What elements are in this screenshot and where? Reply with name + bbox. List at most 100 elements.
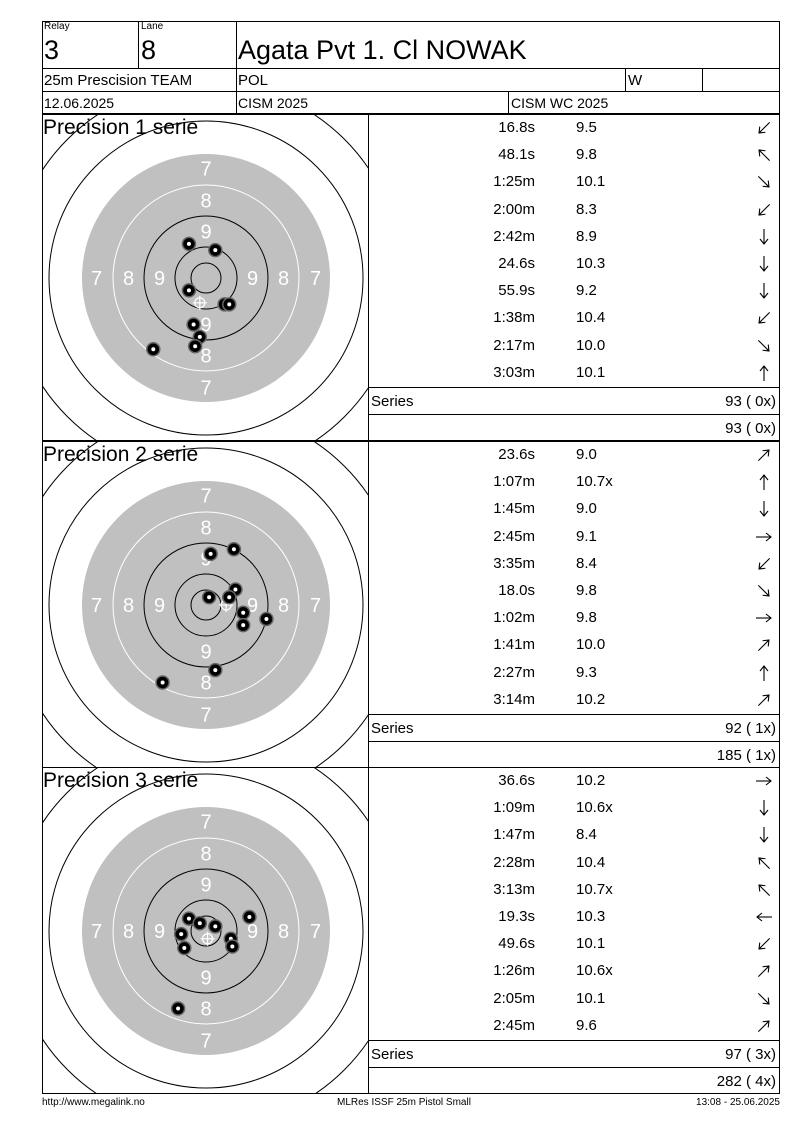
shot-time: 2:28m — [493, 853, 535, 871]
shot-hit — [187, 338, 203, 354]
ring-number: 9 — [200, 968, 211, 990]
shot-time: 1:26m — [493, 962, 535, 980]
shot-direction-arrow-icon — [757, 584, 770, 597]
divider — [625, 68, 626, 91]
shot-score: 9.6 — [576, 1016, 597, 1034]
competition-full: CISM WC 2025 — [511, 95, 609, 111]
divider — [42, 91, 780, 92]
target-face: 6666777788889999 — [43, 768, 368, 1093]
shot-time: 18.0s — [498, 582, 535, 599]
shot-row: 1:02m 9.8 — [369, 605, 779, 632]
shot-direction-arrow-icon — [759, 474, 769, 491]
footer-url[interactable]: http://www.megalink.no — [42, 1097, 145, 1108]
shot-time: 2:27m — [493, 663, 535, 681]
shot-score: 10.7x — [576, 473, 613, 491]
shot-direction-arrow-icon — [759, 283, 769, 300]
target-face: 6666777788889999 — [43, 442, 368, 767]
lane-value: 8 — [141, 35, 157, 65]
target-face: 6666777788889999 — [43, 115, 368, 440]
shot-row: 2:00m 8.3 — [369, 197, 779, 224]
shot-direction-arrow-icon — [756, 776, 772, 786]
shot-score: 10.1 — [576, 363, 606, 381]
shot-score: 8.4 — [576, 554, 597, 572]
shot-row: 2:45m 9.1 — [369, 524, 779, 551]
ring-number: 8 — [200, 844, 211, 866]
shot-direction-arrow-icon — [759, 501, 769, 518]
shot-hit — [208, 662, 223, 678]
shot-time: 24.6s — [498, 255, 535, 272]
ring-number: 8 — [123, 921, 134, 943]
cumulative-total-row: 93 ( 0x) — [369, 414, 779, 442]
shot-time: 3:13m — [493, 880, 535, 898]
shot-time: 2:17m — [493, 336, 535, 354]
shot-direction-arrow-icon — [756, 532, 772, 542]
date: 12.06.2025 — [44, 95, 115, 111]
ring-number: 7 — [200, 378, 211, 400]
shots-list: 36.6s 10.2 1:09m 10.6x 1:47m 8.4 2:28m 10.4 3:13… — [368, 767, 780, 1094]
ring-number: 7 — [310, 268, 321, 290]
shot-row: 1:26m 10.6x — [369, 958, 779, 985]
ring-number: 8 — [123, 268, 134, 290]
shot-row: 1:45m 9.0 — [369, 496, 779, 523]
series-total-row: Series 92 ( 1x) — [369, 714, 779, 742]
shot-direction-arrow-icon — [758, 557, 771, 570]
shot-score: 9.3 — [576, 663, 597, 681]
shot-row: 16.8s 9.5 — [369, 115, 779, 142]
shot-time: 3:03m — [493, 363, 535, 381]
ring-number: 7 — [200, 705, 211, 727]
shot-row: 18.0s 9.8 — [369, 578, 779, 605]
ring-number: 7 — [310, 921, 321, 943]
shot-direction-arrow-icon — [758, 884, 771, 896]
shot-direction-arrow-icon — [757, 1020, 770, 1032]
shot-row: 3:03m 10.1 — [369, 360, 779, 387]
shot-direction-arrow-icon — [759, 364, 769, 381]
competition: CISM 2025 — [238, 95, 309, 111]
shot-time: 2:45m — [493, 1016, 535, 1034]
shot-score: 9.1 — [576, 527, 597, 545]
shot-direction-arrow-icon — [756, 613, 772, 623]
shot-score: 8.4 — [576, 826, 597, 844]
shot-time: 1:45m — [493, 500, 535, 518]
shot-time: 23.6s — [498, 446, 535, 463]
shot-direction-arrow-icon — [756, 912, 772, 922]
shot-hit — [242, 909, 257, 925]
series-block-1: 6666777788889999Precision 1 serie16.8s9.… — [42, 114, 780, 441]
divider — [508, 91, 509, 114]
ring-number: 7 — [200, 159, 211, 181]
cumulative-total-value: 185 ( 1x) — [716, 747, 776, 764]
ring-number: 8 — [123, 595, 134, 617]
target-panel: 6666777788889999Precision 1 serie — [42, 114, 368, 441]
shot-hit — [208, 919, 223, 934]
ring-number: 8 — [200, 999, 211, 1021]
shot-time: 1:25m — [493, 173, 535, 191]
shots-list: 16.8s 9.5 48.1s 9.8 1:25m 10.1 2:00m 8.3 2:42m 8.… — [368, 114, 780, 441]
series-title: Precision 1 serie — [43, 116, 199, 139]
shot-time: 55.9s — [498, 282, 535, 300]
shot-time: 36.6s — [498, 772, 535, 789]
shot-row: 3:13m 10.7x — [369, 877, 779, 904]
shot-row: 2:42m 8.9 — [369, 224, 779, 251]
shot-row: 1:07m 10.7x — [369, 469, 779, 496]
target-panel: 6666777788889999Precision 2 serie — [42, 441, 368, 768]
group-center-marker — [200, 931, 215, 946]
shot-time: 2:42m — [493, 227, 535, 245]
shot-hit — [225, 939, 240, 954]
shot-time: 2:00m — [493, 200, 535, 218]
series-total-label: Series — [371, 720, 414, 737]
shot-direction-arrow-icon — [759, 228, 769, 245]
series-total-row: Series 93 ( 0x) — [369, 387, 779, 415]
ring-number: 8 — [278, 268, 289, 290]
shot-direction-arrow-icon — [759, 664, 769, 681]
lane-label: Lane — [141, 21, 164, 32]
shot-row: 36.6s 10.2 — [369, 768, 779, 795]
shot-score: 10.4 — [576, 309, 606, 327]
shot-time: 1:07m — [493, 473, 535, 491]
shot-time: 16.8s — [498, 119, 535, 136]
group-center-marker — [192, 295, 207, 310]
series-total-value: 93 ( 0x) — [725, 393, 776, 410]
series-title: Precision 2 serie — [43, 443, 199, 466]
shot-time: 2:45m — [493, 527, 535, 545]
series-block-2: 6666777788889999Precision 2 serie23.6s9.… — [42, 441, 780, 768]
ring-number: 7 — [91, 595, 102, 617]
ring-number: 7 — [200, 1031, 211, 1053]
